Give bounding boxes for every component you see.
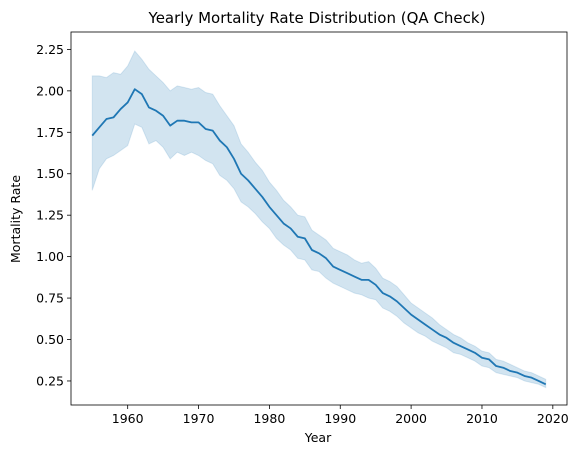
- x-tick-label: 2010: [466, 411, 498, 426]
- y-tick-label: 2.00: [36, 83, 64, 98]
- plot-area: [70, 31, 568, 406]
- y-tick-label: 1.00: [36, 249, 64, 264]
- confidence-band: [91, 50, 547, 389]
- x-tick-label: 2020: [537, 411, 569, 426]
- y-tick-label: 1.25: [36, 208, 64, 223]
- y-axis: 0.25 0.50 0.75 1.00 1.25 1.50 1.75 2.00 2.25: [36, 42, 71, 388]
- y-tick-label: 0.50: [36, 332, 64, 347]
- plot-frame: [70, 31, 568, 406]
- y-tick-label: 1.50: [36, 166, 64, 181]
- mean-line: [91, 88, 547, 386]
- y-tick-label: 1.75: [36, 125, 64, 140]
- y-tick-label: 0.75: [36, 291, 64, 306]
- y-axis-label: Mortality Rate: [8, 175, 23, 263]
- x-tick-label: 1970: [183, 411, 215, 426]
- x-axis: 1960 1970 1980 1990 2000 2010 2020: [112, 405, 569, 426]
- x-tick-label: 1990: [324, 411, 356, 426]
- x-tick-label: 1960: [112, 411, 144, 426]
- x-axis-label: Year: [304, 430, 332, 445]
- y-tick-label: 2.25: [36, 42, 64, 57]
- chart-title: Yearly Mortality Rate Distribution (QA C…: [148, 9, 486, 27]
- x-tick-label: 1980: [253, 411, 285, 426]
- x-tick-label: 2000: [395, 411, 427, 426]
- y-tick-label: 0.25: [36, 373, 64, 388]
